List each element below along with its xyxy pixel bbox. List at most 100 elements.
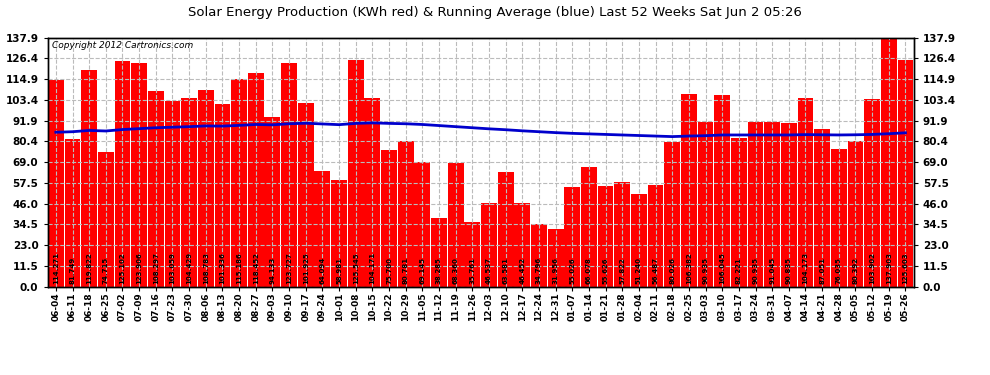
- Text: 108.297: 108.297: [152, 252, 158, 284]
- Bar: [781, 123, 797, 287]
- Bar: [98, 152, 114, 287]
- Text: 82.221: 82.221: [736, 257, 742, 284]
- Text: 104.171: 104.171: [369, 252, 375, 284]
- Text: 125.102: 125.102: [120, 252, 126, 284]
- Bar: [881, 38, 897, 287]
- Text: 46.537: 46.537: [486, 257, 492, 284]
- Bar: [264, 117, 280, 287]
- Bar: [181, 98, 197, 287]
- Text: 80.392: 80.392: [852, 257, 858, 284]
- Bar: [481, 203, 497, 287]
- Text: 114.271: 114.271: [52, 252, 58, 284]
- Bar: [347, 60, 363, 287]
- Bar: [215, 104, 231, 287]
- Text: 115.186: 115.186: [236, 252, 243, 284]
- Bar: [281, 63, 297, 287]
- Bar: [498, 172, 514, 287]
- Text: 106.382: 106.382: [686, 252, 692, 284]
- Bar: [714, 95, 730, 287]
- Text: 90.935: 90.935: [752, 257, 758, 284]
- Text: 69.145: 69.145: [420, 257, 426, 284]
- Text: 125.545: 125.545: [352, 252, 358, 284]
- Text: 58.981: 58.981: [336, 257, 343, 284]
- Text: 125.603: 125.603: [903, 252, 909, 284]
- Text: 90.835: 90.835: [786, 257, 792, 284]
- Bar: [232, 79, 248, 287]
- Bar: [564, 188, 580, 287]
- Bar: [198, 90, 214, 287]
- Bar: [64, 139, 80, 287]
- Bar: [698, 122, 714, 287]
- Bar: [898, 60, 914, 287]
- Text: 76.035: 76.035: [836, 257, 842, 284]
- Text: 38.285: 38.285: [436, 257, 442, 284]
- Bar: [315, 171, 331, 287]
- Bar: [847, 141, 863, 287]
- Bar: [248, 73, 263, 287]
- Text: 94.133: 94.133: [269, 257, 275, 284]
- Text: 119.822: 119.822: [86, 252, 92, 284]
- Text: 31.956: 31.956: [552, 257, 558, 284]
- Text: 46.452: 46.452: [520, 257, 526, 284]
- Text: 104.429: 104.429: [186, 252, 192, 284]
- Text: Solar Energy Production (KWh red) & Running Average (blue) Last 52 Weeks Sat Jun: Solar Energy Production (KWh red) & Runn…: [188, 6, 802, 19]
- Text: 87.051: 87.051: [819, 257, 825, 284]
- Bar: [764, 122, 780, 287]
- Text: 66.078: 66.078: [586, 257, 592, 284]
- Bar: [531, 224, 546, 287]
- Text: 80.781: 80.781: [403, 257, 409, 284]
- Bar: [515, 203, 531, 287]
- Text: 106.045: 106.045: [719, 252, 726, 284]
- Text: 74.715: 74.715: [103, 257, 109, 284]
- Text: 104.173: 104.173: [803, 252, 809, 284]
- Bar: [598, 186, 614, 287]
- Text: 68.360: 68.360: [452, 257, 458, 284]
- Text: 64.094: 64.094: [320, 257, 326, 284]
- Bar: [664, 142, 680, 287]
- Bar: [814, 129, 830, 287]
- Text: 35.761: 35.761: [469, 257, 475, 284]
- Text: 80.026: 80.026: [669, 257, 675, 284]
- Bar: [364, 99, 380, 287]
- Bar: [132, 63, 148, 287]
- Text: 137.903: 137.903: [886, 252, 892, 284]
- Bar: [464, 222, 480, 287]
- Bar: [398, 141, 414, 287]
- Text: 75.700: 75.700: [386, 257, 392, 284]
- Text: 55.026: 55.026: [569, 258, 575, 284]
- Text: 108.783: 108.783: [203, 252, 209, 284]
- Text: 123.727: 123.727: [286, 252, 292, 284]
- Text: 57.822: 57.822: [619, 257, 626, 284]
- Bar: [615, 182, 631, 287]
- Bar: [631, 194, 646, 287]
- Text: 101.925: 101.925: [303, 252, 309, 284]
- Text: 51.240: 51.240: [636, 257, 642, 284]
- Bar: [164, 100, 180, 287]
- Bar: [731, 138, 746, 287]
- Text: Copyright 2012 Cartronics.com: Copyright 2012 Cartronics.com: [51, 41, 193, 50]
- Text: 55.626: 55.626: [603, 258, 609, 284]
- Bar: [798, 99, 814, 287]
- Bar: [298, 102, 314, 287]
- Text: 63.581: 63.581: [503, 257, 509, 284]
- Bar: [115, 61, 131, 287]
- Bar: [647, 185, 663, 287]
- Bar: [48, 80, 63, 287]
- Text: 118.452: 118.452: [252, 252, 258, 284]
- Bar: [431, 217, 446, 287]
- Text: 56.487: 56.487: [652, 257, 658, 284]
- Bar: [381, 150, 397, 287]
- Text: 90.935: 90.935: [703, 257, 709, 284]
- Bar: [81, 70, 97, 287]
- Bar: [681, 94, 697, 287]
- Text: 103.902: 103.902: [869, 252, 875, 284]
- Bar: [864, 99, 880, 287]
- Text: 91.045: 91.045: [769, 257, 775, 284]
- Bar: [747, 122, 763, 287]
- Text: 81.749: 81.749: [69, 257, 75, 284]
- Bar: [415, 162, 431, 287]
- Text: 123.906: 123.906: [137, 252, 143, 284]
- Text: 101.336: 101.336: [220, 252, 226, 284]
- Text: 34.796: 34.796: [536, 257, 542, 284]
- Bar: [447, 163, 463, 287]
